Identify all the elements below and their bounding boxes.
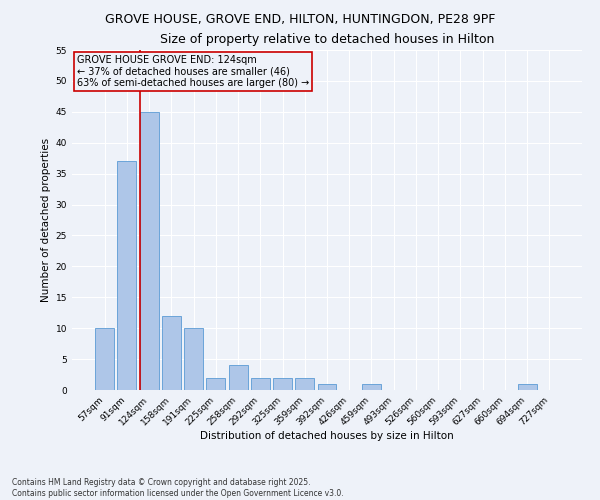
Bar <box>229 366 248 390</box>
Bar <box>317 384 337 390</box>
Bar <box>118 162 136 390</box>
Text: Contains HM Land Registry data © Crown copyright and database right 2025.
Contai: Contains HM Land Registry data © Crown c… <box>12 478 344 498</box>
Bar <box>162 316 181 390</box>
Bar <box>362 384 381 390</box>
Title: Size of property relative to detached houses in Hilton: Size of property relative to detached ho… <box>160 33 494 46</box>
Bar <box>251 378 270 390</box>
X-axis label: Distribution of detached houses by size in Hilton: Distribution of detached houses by size … <box>200 431 454 441</box>
Bar <box>273 378 292 390</box>
Bar <box>518 384 536 390</box>
Bar <box>140 112 158 390</box>
Bar <box>295 378 314 390</box>
Y-axis label: Number of detached properties: Number of detached properties <box>41 138 52 302</box>
Bar <box>184 328 203 390</box>
Text: GROVE HOUSE, GROVE END, HILTON, HUNTINGDON, PE28 9PF: GROVE HOUSE, GROVE END, HILTON, HUNTINGD… <box>105 12 495 26</box>
Bar <box>206 378 225 390</box>
Bar <box>95 328 114 390</box>
Text: GROVE HOUSE GROVE END: 124sqm
← 37% of detached houses are smaller (46)
63% of s: GROVE HOUSE GROVE END: 124sqm ← 37% of d… <box>77 55 310 88</box>
